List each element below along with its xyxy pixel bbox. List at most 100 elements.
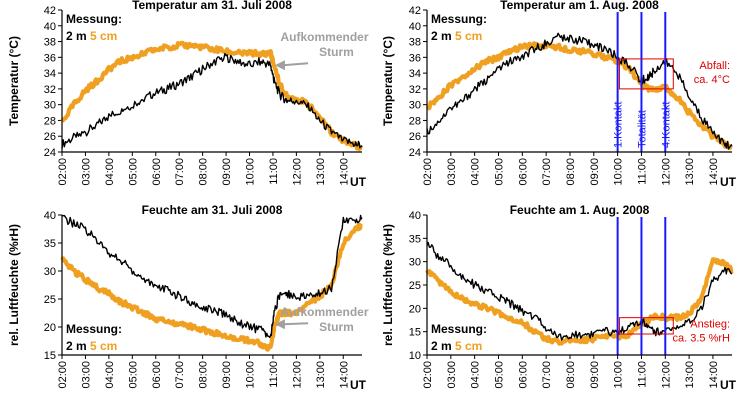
chart-panel-1: Temperatur am 31. Juli 2008 Temperatur (°… xyxy=(7,0,369,189)
legend-label-2m: 2 m xyxy=(431,339,452,353)
x-tick-label: 05:00 xyxy=(127,361,139,389)
y-tick-label: 20 xyxy=(44,322,56,334)
x-tick-label: 05:00 xyxy=(493,361,505,389)
y-tick-label: 42 xyxy=(409,5,421,17)
y-tick-label: 25 xyxy=(44,294,56,306)
y-tick-label: 38 xyxy=(409,37,421,49)
x-tick-label: 11:00 xyxy=(636,361,648,388)
x-tick-label: 09:00 xyxy=(589,361,601,389)
x-tick-label: 09:00 xyxy=(589,158,601,186)
chart-panel-4: Feuchte am 1. Aug. 2008 rel. Luftfeuchte … xyxy=(381,203,737,392)
x-axis-unit: UT xyxy=(720,378,737,392)
storm-annotation-line1: Aufkommender xyxy=(280,30,368,44)
y-tick-label: 38 xyxy=(44,37,56,49)
x-tick-label: 02:00 xyxy=(422,158,434,186)
series-line-5cm xyxy=(425,40,734,151)
y-axis-label: Temperatur (°C) xyxy=(7,36,21,126)
y-tick-label: 30 xyxy=(44,100,56,112)
y-tick-label: 42 xyxy=(44,5,56,17)
box-annotation-line2: ca. 4°C xyxy=(694,74,730,86)
legend-label-2m: 2 m xyxy=(66,29,87,43)
series-line-5cm xyxy=(425,257,734,346)
legend-label-5cm: 5 cm xyxy=(90,339,117,353)
series-line-2m xyxy=(426,241,733,341)
y-axis-label: rel. Luftfeuchte (%rH) xyxy=(381,224,395,346)
x-tick-label: 14:00 xyxy=(708,361,720,389)
x-axis-unit: UT xyxy=(350,378,367,392)
x-tick-label: 03:00 xyxy=(446,158,458,186)
x-tick-label: 04:00 xyxy=(104,361,116,389)
chart-panel-2: Temperatur am 1. Aug. 2008 Temperatur (°C… xyxy=(381,0,737,189)
chart-title: Feuchte am 1. Aug. 2008 xyxy=(510,203,650,217)
x-tick-label: 04:00 xyxy=(470,158,482,186)
series-line-5cm xyxy=(60,222,364,352)
x-tick-label: 10:00 xyxy=(613,361,625,389)
x-axis-unit: UT xyxy=(720,175,737,189)
contact-label: Totalität xyxy=(636,110,648,148)
y-tick-label: 10 xyxy=(409,350,421,362)
x-tick-label: 11:00 xyxy=(268,361,280,388)
legend-label-2m: 2 m xyxy=(431,29,452,43)
x-tick-label: 05:00 xyxy=(493,158,505,186)
x-tick-label: 11:00 xyxy=(268,158,280,185)
storm-arrow-shaft xyxy=(282,62,309,67)
x-tick-label: 02:00 xyxy=(422,361,434,389)
legend-label-5cm: 5 cm xyxy=(455,29,482,43)
x-tick-label: 07:00 xyxy=(541,361,553,389)
storm-annotation-line2: Sturm xyxy=(319,320,354,334)
legend-label-2m: 2 m xyxy=(66,339,87,353)
legend-title: Messung: xyxy=(431,12,487,26)
x-tick-label: 10:00 xyxy=(245,158,257,186)
x-tick-label: 02:00 xyxy=(57,361,69,389)
y-tick-label: 40 xyxy=(409,21,421,33)
y-tick-label: 36 xyxy=(44,52,56,64)
x-tick-label: 10:00 xyxy=(245,361,257,389)
y-tick-label: 28 xyxy=(409,115,421,127)
series-line-5cm xyxy=(60,40,364,152)
storm-arrow-head xyxy=(274,60,285,71)
contact-label: 4.Kontakt xyxy=(660,102,672,148)
x-tick-label: 10:00 xyxy=(613,158,625,186)
x-tick-label: 07:00 xyxy=(541,158,553,186)
change-box xyxy=(618,58,674,90)
x-tick-label: 12:00 xyxy=(660,361,672,389)
x-tick-label: 05:00 xyxy=(127,158,139,186)
x-tick-label: 14:00 xyxy=(338,361,350,389)
x-tick-label: 08:00 xyxy=(198,361,210,389)
storm-annotation-line1: Aufkommender xyxy=(280,305,368,319)
y-tick-label: 40 xyxy=(409,210,421,222)
legend-label-5cm: 5 cm xyxy=(90,29,117,43)
x-tick-label: 04:00 xyxy=(104,158,116,186)
box-annotation-line1: Anstieg: xyxy=(690,319,730,331)
x-tick-label: 12:00 xyxy=(291,361,303,389)
x-tick-label: 07:00 xyxy=(174,361,186,389)
legend-title: Messung: xyxy=(431,322,487,336)
y-tick-label: 32 xyxy=(409,84,421,96)
x-tick-label: 08:00 xyxy=(565,361,577,389)
legend-title: Messung: xyxy=(66,12,122,26)
y-tick-label: 15 xyxy=(44,350,56,362)
x-tick-label: 06:00 xyxy=(151,361,163,389)
y-tick-label: 40 xyxy=(44,21,56,33)
y-tick-label: 15 xyxy=(409,327,421,339)
chart-panels: Temperatur am 31. Juli 2008 Temperatur (°… xyxy=(7,0,737,392)
x-axis-unit: UT xyxy=(350,175,367,189)
y-tick-label: 26 xyxy=(44,131,56,143)
x-tick-label: 06:00 xyxy=(151,158,163,186)
contact-label: 1.Kontakt xyxy=(613,102,625,148)
y-axis-label: Temperatur (°C) xyxy=(381,36,395,126)
y-tick-label: 24 xyxy=(409,147,421,159)
x-tick-label: 02:00 xyxy=(57,158,69,186)
x-tick-label: 03:00 xyxy=(80,361,92,389)
x-tick-label: 06:00 xyxy=(517,158,529,186)
x-tick-label: 14:00 xyxy=(708,158,720,186)
legend-title: Messung: xyxy=(66,322,122,336)
y-tick-label: 35 xyxy=(44,238,56,250)
y-tick-label: 20 xyxy=(409,303,421,315)
y-tick-label: 34 xyxy=(409,68,421,80)
legend-label-5cm: 5 cm xyxy=(455,339,482,353)
y-tick-label: 30 xyxy=(409,100,421,112)
y-tick-label: 28 xyxy=(44,115,56,127)
x-tick-label: 09:00 xyxy=(221,158,233,186)
